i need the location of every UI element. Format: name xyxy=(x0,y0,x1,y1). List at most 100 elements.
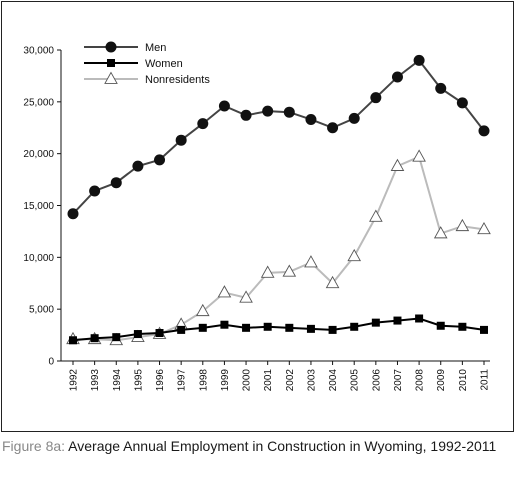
data-point-men xyxy=(67,208,79,220)
data-point-men xyxy=(348,112,360,124)
data-point-women xyxy=(393,316,402,325)
data-point-men xyxy=(478,125,490,137)
x-tick-label: 1996 xyxy=(155,369,166,392)
data-point-men xyxy=(154,154,166,166)
data-point-men xyxy=(391,71,403,83)
data-point-women xyxy=(198,323,207,332)
data-point-nonresidents xyxy=(260,265,275,278)
x-tick-label: 2009 xyxy=(436,369,447,392)
data-point-women xyxy=(263,322,272,331)
x-tick-label: 1995 xyxy=(133,369,144,392)
data-point-nonresidents xyxy=(347,248,362,262)
data-point-nonresidents xyxy=(369,209,383,222)
caption-text: Average Annual Employment in Constructio… xyxy=(68,438,497,454)
figure-caption: Figure 8a: Average Annual Employment in … xyxy=(2,437,512,455)
data-point-men xyxy=(370,92,382,104)
x-tick-label: 2000 xyxy=(242,369,253,392)
data-point-men xyxy=(327,122,339,134)
data-point-women xyxy=(242,323,251,332)
data-point-women xyxy=(133,330,142,339)
legend-marker-men xyxy=(105,41,117,53)
x-tick-label: 2008 xyxy=(415,369,426,392)
data-point-women xyxy=(69,336,77,345)
data-point-nonresidents xyxy=(477,221,491,235)
line-chart: 0 5,000 10,000 15,000 20,000 25,000 30,000 1992… xyxy=(23,41,491,392)
data-point-nonresidents xyxy=(195,303,210,317)
data-point-women xyxy=(306,324,315,333)
data-point-nonresidents xyxy=(433,226,448,239)
data-point-nonresidents xyxy=(325,275,340,289)
y-tick-label: 15,000 xyxy=(23,201,54,212)
data-point-men xyxy=(197,118,209,130)
legend-entry-nonresidents: Nonresidents xyxy=(84,71,210,86)
data-point-men xyxy=(413,54,425,66)
x-tick-label: 1997 xyxy=(177,369,188,392)
y-tick-label: 30,000 xyxy=(23,46,54,57)
data-point-nonresidents xyxy=(282,264,297,277)
series-line-men xyxy=(72,58,485,215)
x-tick-label: 1994 xyxy=(112,369,123,392)
y-tick-label: 5,000 xyxy=(29,305,54,316)
x-tick-label: 1999 xyxy=(220,369,231,392)
data-point-women xyxy=(155,329,164,338)
y-tick-label: 0 xyxy=(48,357,54,368)
y-tick-label: 25,000 xyxy=(23,97,54,108)
series-line-nonresidents xyxy=(73,155,485,342)
y-tick-label: 10,000 xyxy=(23,253,54,264)
x-tick-label: 2005 xyxy=(350,369,361,392)
data-point-women xyxy=(112,333,121,342)
x-tick-label: 2010 xyxy=(458,369,469,392)
legend-marker-women xyxy=(107,59,115,67)
series-nonresidents xyxy=(66,149,491,346)
legend-label-men: Men xyxy=(145,42,166,54)
data-point-men xyxy=(110,177,122,189)
figure-frame xyxy=(1,1,514,432)
data-point-women xyxy=(220,320,229,329)
data-point-women xyxy=(415,314,424,323)
data-point-nonresidents xyxy=(304,255,318,268)
data-point-women xyxy=(177,325,186,334)
data-point-men xyxy=(283,106,295,118)
chart-axes: 0 5,000 10,000 15,000 20,000 25,000 30,000 1992… xyxy=(23,46,490,392)
data-point-women xyxy=(436,321,445,330)
legend-label-nonresidents: Nonresidents xyxy=(145,74,210,86)
x-tick-label: 1998 xyxy=(198,369,209,392)
x-tick-label: 2001 xyxy=(263,369,274,392)
data-point-men xyxy=(132,160,144,172)
data-point-men xyxy=(89,185,101,197)
series-women xyxy=(69,314,488,345)
data-point-men xyxy=(218,100,230,112)
legend-label-women: Women xyxy=(145,58,183,70)
data-point-men xyxy=(456,97,468,109)
x-tick-label: 1992 xyxy=(69,369,80,392)
data-point-women xyxy=(350,322,359,331)
chart-series xyxy=(66,54,491,346)
legend-entry-men: Men xyxy=(84,41,166,54)
data-point-men xyxy=(305,113,317,125)
y-tick-label: 20,000 xyxy=(23,149,54,160)
x-tick-label: 2002 xyxy=(285,369,296,392)
data-point-women xyxy=(285,323,294,332)
legend-entry-women: Women xyxy=(84,58,183,70)
data-point-women xyxy=(480,325,488,334)
data-point-women xyxy=(371,318,380,327)
series-men xyxy=(67,54,490,220)
x-tick-label: 2003 xyxy=(306,369,317,392)
data-point-men xyxy=(262,105,274,117)
data-point-women xyxy=(90,334,99,343)
data-point-women xyxy=(328,325,337,334)
data-point-women xyxy=(458,322,467,331)
x-tick-label: 2004 xyxy=(328,369,339,392)
data-point-men xyxy=(175,134,187,146)
x-tick-label: 2007 xyxy=(393,369,404,392)
legend-marker-nonresidents xyxy=(104,71,118,84)
caption-label: Figure 8a: xyxy=(2,438,66,454)
x-tick-label: 2006 xyxy=(371,369,382,392)
x-tick-label: 2011 xyxy=(480,369,491,391)
data-point-nonresidents xyxy=(455,218,470,232)
chart-legend: Men Women Nonresidents xyxy=(84,41,210,86)
data-point-nonresidents xyxy=(390,158,405,171)
data-point-nonresidents xyxy=(217,285,232,298)
x-tick-label: 1993 xyxy=(90,369,101,392)
data-point-men xyxy=(435,82,447,94)
